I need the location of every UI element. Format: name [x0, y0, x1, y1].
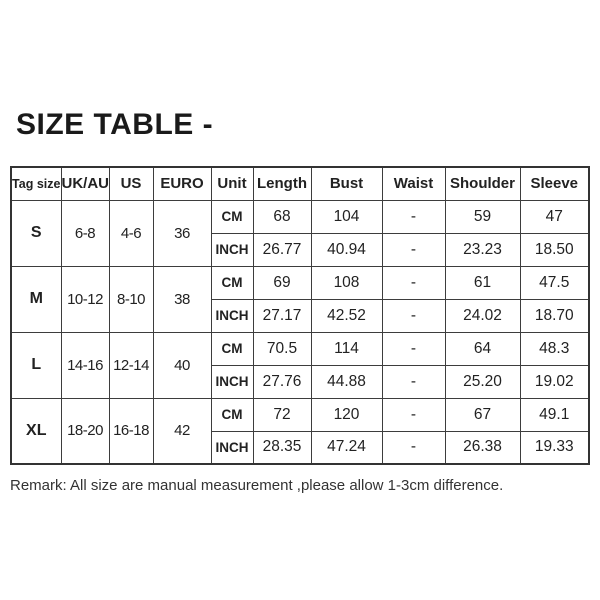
- table-header-row: Tag size UK/AU US EURO Unit Length Bust …: [10, 166, 590, 201]
- header-us: US: [108, 166, 154, 201]
- table-row-s-inch: INCH 26.77 40.94 - 23.23 18.50: [11, 232, 590, 267]
- remark-text: Remark: All size are manual measurement …: [10, 477, 504, 494]
- euro-value-m: 38: [152, 265, 212, 333]
- bust-value: 120: [310, 397, 383, 432]
- unit-label: CM: [210, 265, 254, 300]
- sleeve-value: 47.5: [519, 265, 590, 300]
- header-unit: Unit: [210, 166, 254, 201]
- header-tag-size: Tag size: [10, 166, 62, 201]
- length-value: 27.17: [252, 298, 312, 333]
- waist-value: -: [381, 364, 446, 399]
- header-shoulder: Shoulder: [444, 166, 521, 201]
- bust-value: 104: [310, 199, 383, 234]
- bust-value: 108: [310, 265, 383, 300]
- shoulder-value: 23.23: [444, 232, 521, 267]
- waist-value: -: [381, 331, 446, 366]
- bust-value: 47.24: [310, 430, 383, 465]
- page-title: SIZE TABLE -: [16, 108, 214, 141]
- sleeve-value: 49.1: [519, 397, 590, 432]
- waist-value: -: [381, 232, 446, 267]
- header-bust: Bust: [310, 166, 383, 201]
- length-value: 70.5: [252, 331, 312, 366]
- table-row-l-cm: L 14-16 12-14 40 CM 70.5 114 - 64 48.3: [10, 331, 590, 399]
- table-row-m-cm: M 10-12 8-10 38 CM 69 108 - 61 47.5: [10, 265, 590, 333]
- shoulder-value: 67: [444, 397, 521, 432]
- shoulder-value: 59: [444, 199, 521, 234]
- shoulder-value: 24.02: [444, 298, 521, 333]
- size-label-l: L: [10, 331, 62, 399]
- us-value-l: 12-14: [108, 331, 154, 399]
- length-value: 69: [252, 265, 312, 300]
- size-table: Tag size UK/AU US EURO Unit Length Bust …: [10, 166, 590, 465]
- header-waist: Waist: [381, 166, 446, 201]
- table-row-xl-inch: INCH 28.35 47.24 - 26.38 19.33: [11, 430, 590, 465]
- table-row-l-inch: INCH 27.76 44.88 - 25.20 19.02: [11, 364, 590, 399]
- size-label-s: S: [10, 199, 62, 267]
- us-value-m: 8-10: [108, 265, 154, 333]
- euro-value-s: 36: [152, 199, 212, 267]
- table-row-xl-cm: XL 18-20 16-18 42 CM 72 120 - 67 49.1: [10, 397, 590, 465]
- unit-label: INCH: [210, 232, 254, 267]
- ukau-value-m: 10-12: [60, 265, 110, 333]
- size-label-m: M: [10, 265, 62, 333]
- size-label-xl: XL: [10, 397, 62, 465]
- unit-label: INCH: [210, 364, 254, 399]
- bust-value: 44.88: [310, 364, 383, 399]
- ukau-value-s: 6-8: [60, 199, 110, 267]
- shoulder-value: 25.20: [444, 364, 521, 399]
- header-sleeve: Sleeve: [519, 166, 590, 201]
- bust-value: 42.52: [310, 298, 383, 333]
- ukau-value-xl: 18-20: [60, 397, 110, 465]
- header-uk-au: UK/AU: [60, 166, 110, 201]
- sleeve-value: 18.70: [519, 298, 590, 333]
- shoulder-value: 26.38: [444, 430, 521, 465]
- table-row-s-cm: S 6-8 4-6 36 CM 68 104 - 59 47: [10, 199, 590, 267]
- euro-value-xl: 42: [152, 397, 212, 465]
- unit-label: INCH: [210, 430, 254, 465]
- length-value: 28.35: [252, 430, 312, 465]
- sleeve-value: 47: [519, 199, 590, 234]
- bust-value: 40.94: [310, 232, 383, 267]
- sleeve-value: 19.33: [519, 430, 590, 465]
- waist-value: -: [381, 298, 446, 333]
- unit-label: INCH: [210, 298, 254, 333]
- unit-label: CM: [210, 397, 254, 432]
- us-value-xl: 16-18: [108, 397, 154, 465]
- shoulder-value: 61: [444, 265, 521, 300]
- sleeve-value: 19.02: [519, 364, 590, 399]
- unit-label: CM: [210, 199, 254, 234]
- waist-value: -: [381, 430, 446, 465]
- sleeve-value: 18.50: [519, 232, 590, 267]
- waist-value: -: [381, 199, 446, 234]
- us-value-s: 4-6: [108, 199, 154, 267]
- table-row-m-inch: INCH 27.17 42.52 - 24.02 18.70: [11, 298, 590, 333]
- length-value: 27.76: [252, 364, 312, 399]
- unit-label: CM: [210, 331, 254, 366]
- length-value: 72: [252, 397, 312, 432]
- length-value: 68: [252, 199, 312, 234]
- header-length: Length: [252, 166, 312, 201]
- waist-value: -: [381, 265, 446, 300]
- bust-value: 114: [310, 331, 383, 366]
- header-euro: EURO: [152, 166, 212, 201]
- length-value: 26.77: [252, 232, 312, 267]
- ukau-value-l: 14-16: [60, 331, 110, 399]
- euro-value-l: 40: [152, 331, 212, 399]
- shoulder-value: 64: [444, 331, 521, 366]
- sleeve-value: 48.3: [519, 331, 590, 366]
- waist-value: -: [381, 397, 446, 432]
